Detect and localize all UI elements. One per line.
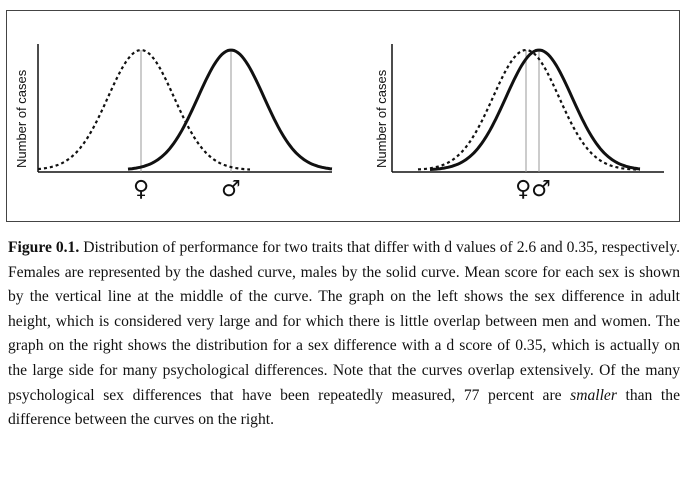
figure-caption: Figure 0.1. Distribution of performance … <box>8 236 680 433</box>
left-male-symbol: ♂ <box>221 177 241 202</box>
figure-frame <box>6 10 680 222</box>
caption-text-part2: than the difference between the curves o… <box>8 386 680 429</box>
right-panel: Number of cases ♀♂ <box>374 44 664 202</box>
left-female-symbol: ♀ <box>133 177 149 202</box>
left-panel: Number of cases ♀ ♂ <box>14 44 333 202</box>
caption-label: Figure 0.1. <box>8 239 80 256</box>
right-female-dashed-curve <box>417 48 641 171</box>
figure-plots: Number of cases ♀ ♂ Number of cases ♀♂ <box>14 44 664 202</box>
right-male-solid-curve <box>429 48 641 171</box>
left-female-dashed-curve <box>37 49 251 171</box>
left-male-solid-curve <box>127 48 333 171</box>
left-ylabel: Number of cases <box>14 69 29 168</box>
caption-text-part1: Distribution of performance for two trai… <box>8 239 681 404</box>
right-ylabel: Number of cases <box>374 69 389 168</box>
caption-emphasis: smaller <box>570 386 617 404</box>
right-combined-symbol: ♀♂ <box>515 177 551 202</box>
